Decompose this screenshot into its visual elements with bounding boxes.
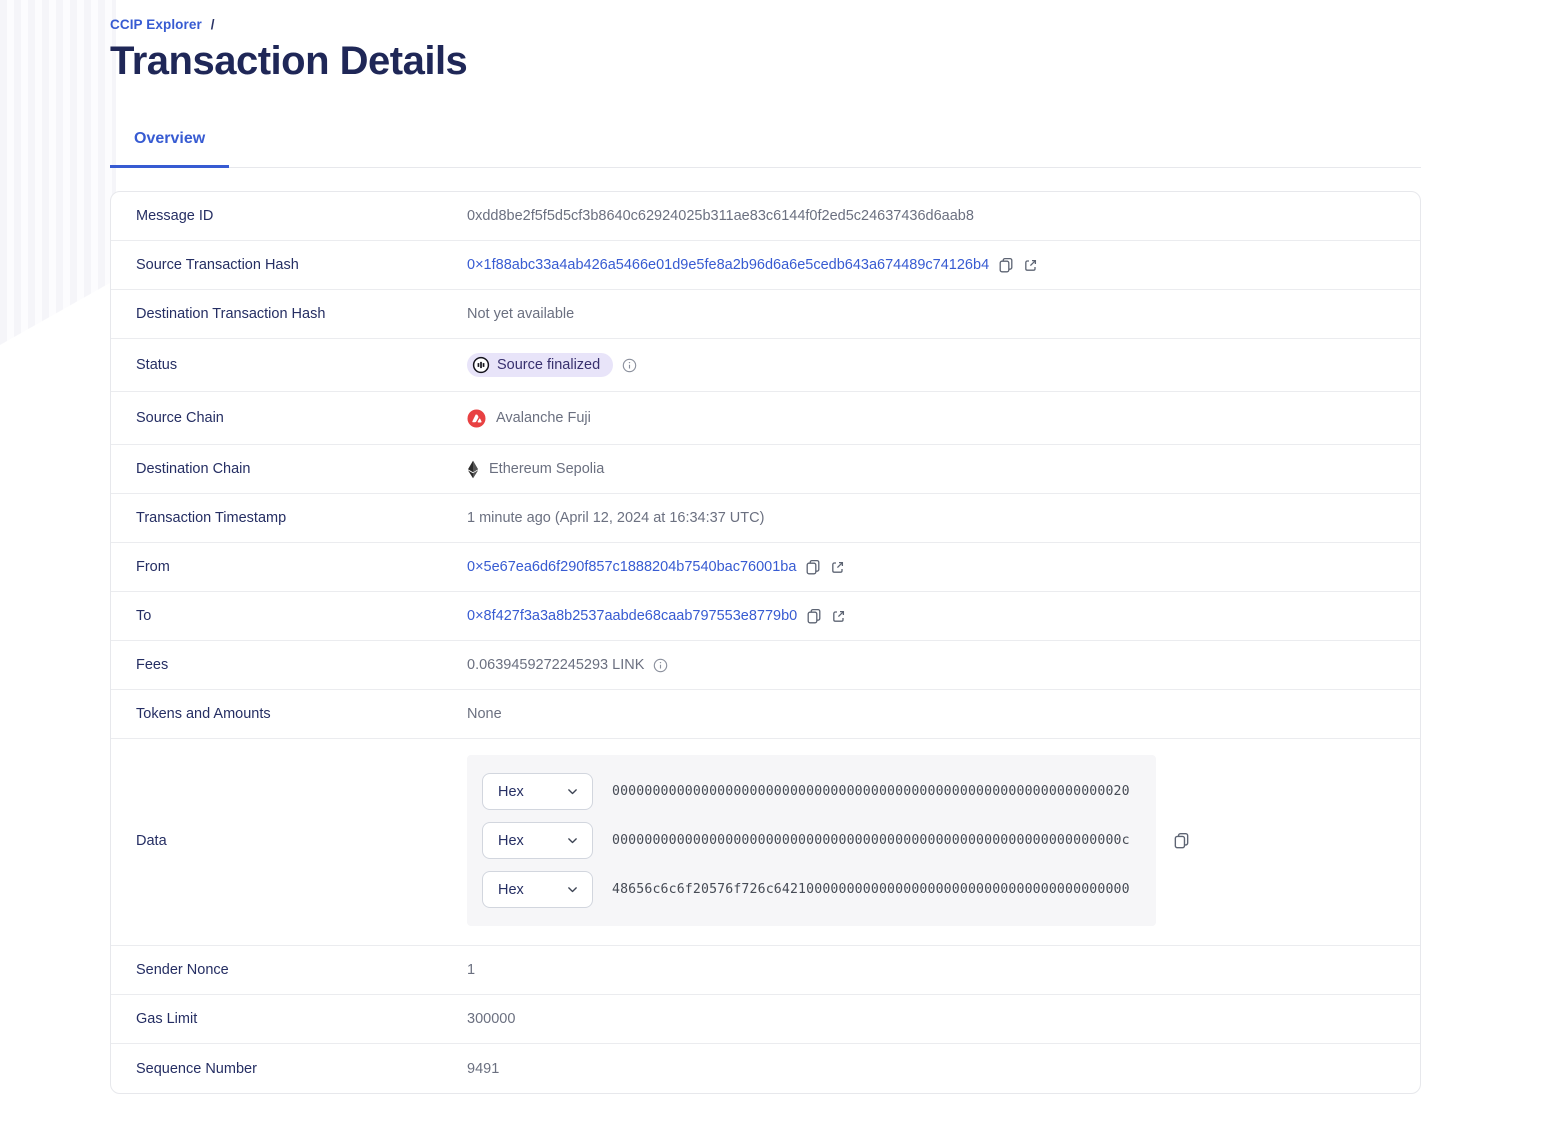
copy-icon[interactable] bbox=[805, 559, 821, 575]
row-label: Message ID bbox=[136, 208, 214, 224]
external-link-icon[interactable] bbox=[830, 560, 845, 575]
copy-icon[interactable] bbox=[1173, 832, 1190, 849]
timestamp-value: 1 minute ago (April 12, 2024 at 16:34:37… bbox=[467, 510, 765, 526]
row-label: Data bbox=[136, 832, 167, 849]
data-line: Hex 000000000000000000000000000000000000… bbox=[482, 773, 1141, 810]
chevron-down-icon bbox=[566, 883, 579, 896]
dest-chain-name: Ethereum Sepolia bbox=[489, 461, 605, 477]
ethereum-icon bbox=[467, 460, 479, 479]
row-label: Status bbox=[136, 357, 178, 373]
transaction-details-card: Message ID 0xdd8be2f5f5d5cf3b8640c629240… bbox=[110, 191, 1421, 1094]
tab-bar: Overview bbox=[110, 130, 1421, 168]
table-row-timestamp: Transaction Timestamp 1 minute ago (Apri… bbox=[111, 494, 1420, 543]
table-row-data: Data Hex 0000000000000000000000000000 bbox=[111, 739, 1420, 946]
info-icon[interactable] bbox=[622, 358, 637, 373]
external-link-icon[interactable] bbox=[831, 609, 846, 624]
encoding-select-value: Hex bbox=[498, 881, 524, 898]
row-label: From bbox=[136, 559, 170, 575]
row-label: Sender Nonce bbox=[136, 962, 229, 978]
source-tx-hash-link[interactable]: 0×1f88abc33a4ab426a5466e01d9e5fe8a2b96d6… bbox=[467, 257, 990, 273]
hex-data-line: 48656c6c6f20576f726c64210000000000000000… bbox=[612, 882, 1130, 897]
row-label: Destination Chain bbox=[136, 461, 251, 477]
table-row-status: Status Source finalized bbox=[111, 339, 1420, 392]
gas-limit-value: 300000 bbox=[467, 1011, 516, 1027]
to-address-link[interactable]: 0×8f427f3a3a8b2537aabde68caab797553e8779… bbox=[467, 608, 798, 624]
from-address-link[interactable]: 0×5e67ea6d6f290f857c1888204b7540bac76001… bbox=[467, 559, 797, 575]
breadcrumb-link-ccip-explorer[interactable]: CCIP Explorer bbox=[110, 17, 202, 32]
table-row-source-tx-hash: Source Transaction Hash 0×1f88abc33a4ab4… bbox=[111, 241, 1420, 290]
table-row-from: From 0×5e67ea6d6f290f857c1888204b7540bac… bbox=[111, 543, 1420, 592]
status-badge: Source finalized bbox=[467, 353, 614, 377]
status-badge-label: Source finalized bbox=[497, 357, 601, 373]
data-line: Hex 000000000000000000000000000000000000… bbox=[482, 822, 1141, 859]
table-row-source-chain: Source Chain Avalanche Fuji bbox=[111, 392, 1420, 445]
row-label: Fees bbox=[136, 657, 169, 673]
sequence-number-value: 9491 bbox=[467, 1060, 500, 1077]
data-hex-box: Hex 000000000000000000000000000000000000… bbox=[467, 755, 1156, 926]
row-label: Tokens and Amounts bbox=[136, 706, 271, 722]
table-row-dest-tx-hash: Destination Transaction Hash Not yet ava… bbox=[111, 290, 1420, 339]
row-label: Transaction Timestamp bbox=[136, 510, 287, 526]
table-row-to: To 0×8f427f3a3a8b2537aabde68caab797553e8… bbox=[111, 592, 1420, 641]
row-label: Source Chain bbox=[136, 410, 224, 426]
encoding-select-value: Hex bbox=[498, 832, 524, 849]
fees-value: 0.0639459272245293 LINK bbox=[467, 657, 645, 673]
table-row-fees: Fees 0.0639459272245293 LINK bbox=[111, 641, 1420, 690]
copy-icon[interactable] bbox=[806, 608, 822, 624]
transaction-details-page: CCIP Explorer / Transaction Details Over… bbox=[110, 0, 1421, 1094]
breadcrumb: CCIP Explorer / bbox=[110, 17, 1421, 32]
info-icon[interactable] bbox=[653, 658, 668, 673]
encoding-select-value: Hex bbox=[498, 783, 524, 800]
status-progress-icon bbox=[472, 356, 490, 374]
tokens-and-amounts-value: None bbox=[467, 706, 502, 722]
table-row-dest-chain: Destination Chain Ethereum Sepolia bbox=[111, 445, 1420, 494]
row-label: To bbox=[136, 608, 152, 624]
tab-overview[interactable]: Overview bbox=[110, 130, 230, 168]
table-row-tokens-and-amounts: Tokens and Amounts None bbox=[111, 690, 1420, 739]
sender-nonce-value: 1 bbox=[467, 962, 476, 978]
dest-tx-hash-value: Not yet available bbox=[467, 306, 575, 322]
avalanche-icon bbox=[467, 409, 486, 428]
hex-data-line: 0000000000000000000000000000000000000000… bbox=[612, 784, 1130, 799]
encoding-select[interactable]: Hex bbox=[482, 773, 593, 810]
page-title: Transaction Details bbox=[110, 39, 468, 83]
external-link-icon[interactable] bbox=[1023, 258, 1038, 273]
chevron-down-icon bbox=[566, 834, 579, 847]
copy-icon[interactable] bbox=[998, 257, 1014, 273]
table-row-message-id: Message ID 0xdd8be2f5f5d5cf3b8640c629240… bbox=[111, 192, 1420, 241]
table-row-gas-limit: Gas Limit 300000 bbox=[111, 995, 1420, 1044]
background-stripe-decoration bbox=[0, 0, 116, 345]
message-id-value: 0xdd8be2f5f5d5cf3b8640c62924025b311ae83c… bbox=[467, 208, 974, 224]
encoding-select[interactable]: Hex bbox=[482, 871, 593, 908]
table-row-sequence-number: Sequence Number 9491 bbox=[111, 1044, 1420, 1093]
encoding-select[interactable]: Hex bbox=[482, 822, 593, 859]
table-row-sender-nonce: Sender Nonce 1 bbox=[111, 946, 1420, 995]
breadcrumb-separator: / bbox=[210, 17, 215, 32]
row-label: Sequence Number bbox=[136, 1060, 257, 1077]
chevron-down-icon bbox=[566, 785, 579, 798]
row-label: Gas Limit bbox=[136, 1011, 198, 1027]
row-label: Destination Transaction Hash bbox=[136, 306, 326, 322]
source-chain-name: Avalanche Fuji bbox=[496, 410, 591, 426]
row-label: Source Transaction Hash bbox=[136, 257, 299, 273]
data-line: Hex 48656c6c6f20576f726c6421000000000000… bbox=[482, 871, 1141, 908]
hex-data-line: 0000000000000000000000000000000000000000… bbox=[612, 833, 1130, 848]
